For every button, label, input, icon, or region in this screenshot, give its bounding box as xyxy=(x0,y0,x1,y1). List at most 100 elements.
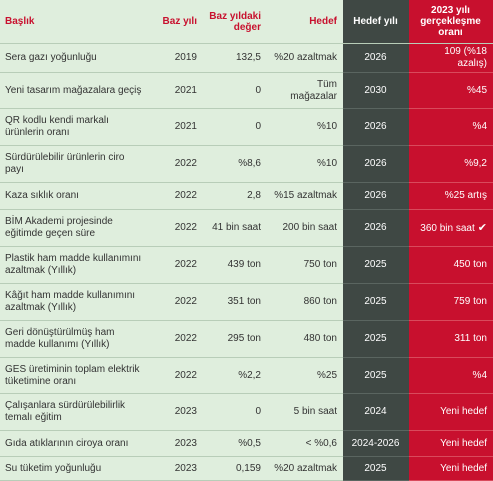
row-title: Su tüketim yoğunluğu xyxy=(0,456,151,481)
row-base-year-text: 2021 xyxy=(174,121,197,132)
row-title-text: Sera gazı yoğunluğu xyxy=(5,52,97,63)
row-base-value: 2,8 xyxy=(203,182,267,210)
row-achieved: Yeni hedef xyxy=(409,393,493,431)
row-title-text: Kaza sıklık oranı xyxy=(5,190,79,201)
row-base-year-text: 2022 xyxy=(174,333,197,344)
row-target-text: 480 ton xyxy=(303,333,337,344)
row-base-year: 2021 xyxy=(151,72,203,109)
table-header-row: Başlık Baz yılı Baz yıldaki değer Hedef … xyxy=(0,0,493,44)
row-base-value: 295 ton xyxy=(203,320,267,358)
row-achieved-text: 450 ton xyxy=(453,259,487,270)
row-base-year-text: 2023 xyxy=(174,437,197,449)
row-target-year: 2026 xyxy=(343,209,409,247)
row-title: Kâğıt ham madde kullanımını azaltmak (Yı… xyxy=(0,283,151,321)
row-achieved: Yeni hedef xyxy=(409,456,493,481)
row-target-year-text: 2024-2026 xyxy=(351,437,400,449)
row-target: %25 xyxy=(267,357,343,394)
row-base-value-text: %0,5 xyxy=(238,437,261,449)
table-row: GES üretiminin toplam elektrik tüketimin… xyxy=(0,357,493,394)
row-target-year-text: 2026 xyxy=(364,121,387,132)
table-row: Su tüketim yoğunluğu 2023 0,159 %20 azaltma… xyxy=(0,456,493,481)
row-achieved-text: %4 xyxy=(472,369,487,381)
row-target: < %0,6 xyxy=(267,430,343,457)
row-target-year: 2025 xyxy=(343,456,409,481)
row-target-text: 860 ton xyxy=(303,296,337,307)
row-base-value: 0 xyxy=(203,393,267,431)
row-target: %20 azaltmak xyxy=(267,456,343,481)
row-base-value: 439 ton xyxy=(203,246,267,284)
row-title-text: Çalışanlara sürdürülebilirlik temalı eği… xyxy=(5,400,126,423)
row-target-year-text: 2025 xyxy=(364,333,387,344)
row-base-value: 0 xyxy=(203,72,267,109)
row-target-text: %20 azaltmak xyxy=(274,462,337,474)
row-base-value: 0,159 xyxy=(203,456,267,481)
row-target: %15 azaltmak xyxy=(267,182,343,210)
row-target-year-text: 2025 xyxy=(364,462,387,474)
row-title: Geri dönüştürülmüş ham madde kullanımı (… xyxy=(0,320,151,358)
row-target-year: 2025 xyxy=(343,283,409,321)
row-achieved: %45 xyxy=(409,72,493,109)
row-target-year-text: 2026 xyxy=(364,52,387,63)
row-target-text: %20 azaltmak xyxy=(274,52,337,63)
row-target-text: Tüm mağazalar xyxy=(290,78,337,102)
row-base-year-text: 2022 xyxy=(174,222,197,233)
row-achieved: 109 (%18 azalış) xyxy=(409,43,493,73)
row-target: %10 xyxy=(267,108,343,146)
row-base-value-text: 0 xyxy=(255,121,261,132)
row-target-year: 2025 xyxy=(343,357,409,394)
row-achieved: 311 ton xyxy=(409,320,493,358)
row-target-text: 5 bin saat xyxy=(293,406,337,417)
row-base-value-text: %8,6 xyxy=(238,158,261,169)
row-title: Sürdürülebilir ürünlerin ciro payı xyxy=(0,145,151,183)
row-base-value-text: 295 ton xyxy=(227,333,261,344)
row-title-text: Su tüketim yoğunluğu xyxy=(5,462,102,474)
row-target-year: 2024 xyxy=(343,393,409,431)
row-target-year-text: 2026 xyxy=(364,222,387,233)
table-row: Yeni tasarım mağazalara geçiş 2021 0 Tüm ma… xyxy=(0,72,493,109)
row-base-year: 2021 xyxy=(151,108,203,146)
row-base-value-text: 41 bin saat xyxy=(212,222,261,233)
row-target: 480 ton xyxy=(267,320,343,358)
row-base-year: 2022 xyxy=(151,145,203,183)
table-row: Sürdürülebilir ürünlerin ciro payı 2022 %8… xyxy=(0,145,493,183)
row-title-text: Kâğıt ham madde kullanımını azaltmak (Yı… xyxy=(5,290,136,313)
row-target-year: 2026 xyxy=(343,108,409,146)
row-title: Yeni tasarım mağazalara geçiş xyxy=(0,72,151,109)
table-row: Sera gazı yoğunluğu 2019 132,5 %20 azaltmak… xyxy=(0,43,493,73)
row-base-year: 2022 xyxy=(151,182,203,210)
header-title: Başlık xyxy=(0,0,151,44)
row-base-year: 2022 xyxy=(151,209,203,247)
row-target-year: 2024-2026 xyxy=(343,430,409,457)
row-target-year: 2026 xyxy=(343,182,409,210)
row-title-text: GES üretiminin toplam elektrik tüketimin… xyxy=(5,363,140,387)
row-target-text: 750 ton xyxy=(303,259,337,270)
row-title: Kaza sıklık oranı xyxy=(0,182,151,210)
row-title: Sera gazı yoğunluğu xyxy=(0,43,151,73)
row-base-year: 2019 xyxy=(151,43,203,73)
row-base-year-text: 2022 xyxy=(174,190,197,201)
row-achieved-text: %4 xyxy=(472,121,487,132)
row-achieved-text: Yeni hedef xyxy=(440,437,487,449)
row-title: BİM Akademi projesinde eğitimde geçen sü… xyxy=(0,209,151,247)
row-base-value: %0,5 xyxy=(203,430,267,457)
row-base-year-text: 2021 xyxy=(174,84,197,96)
row-base-year-text: 2023 xyxy=(174,462,197,474)
row-target: 860 ton xyxy=(267,283,343,321)
row-target: Tüm mağazalar xyxy=(267,72,343,109)
row-base-year-text: 2019 xyxy=(174,52,197,63)
row-target-year-text: 2026 xyxy=(364,190,387,201)
row-target-year-text: 2025 xyxy=(364,369,387,381)
row-target: 200 bin saat xyxy=(267,209,343,247)
table-row: QR kodlu kendi markalı ürünlerin oranı 20… xyxy=(0,108,493,146)
row-base-year-text: 2022 xyxy=(174,158,197,169)
row-base-value: 132,5 xyxy=(203,43,267,73)
table-row: Kâğıt ham madde kullanımını azaltmak (Yı… xyxy=(0,283,493,321)
row-base-year: 2022 xyxy=(151,246,203,284)
row-achieved-text: %9,2 xyxy=(464,158,487,169)
row-base-year: 2023 xyxy=(151,393,203,431)
row-base-value: 41 bin saat xyxy=(203,209,267,247)
row-title-text: Geri dönüştürülmüş ham madde kullanımı (… xyxy=(5,327,115,350)
row-base-value-text: 2,8 xyxy=(247,190,261,201)
row-base-value: %2,2 xyxy=(203,357,267,394)
row-base-value-text: 0 xyxy=(255,406,261,417)
